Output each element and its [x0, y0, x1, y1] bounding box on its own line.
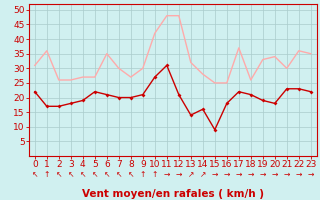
Text: ↖: ↖ [32, 170, 38, 179]
Text: ↑: ↑ [140, 170, 146, 179]
Text: ↖: ↖ [128, 170, 134, 179]
Text: ↑: ↑ [152, 170, 158, 179]
Text: →: → [296, 170, 302, 179]
Text: →: → [212, 170, 218, 179]
X-axis label: Vent moyen/en rafales ( km/h ): Vent moyen/en rafales ( km/h ) [82, 189, 264, 199]
Text: ↖: ↖ [68, 170, 74, 179]
Text: →: → [164, 170, 170, 179]
Text: ↖: ↖ [92, 170, 98, 179]
Text: →: → [248, 170, 254, 179]
Text: →: → [284, 170, 290, 179]
Text: →: → [308, 170, 314, 179]
Text: →: → [236, 170, 242, 179]
Text: →: → [176, 170, 182, 179]
Text: ↖: ↖ [56, 170, 62, 179]
Text: ↖: ↖ [80, 170, 86, 179]
Text: ↖: ↖ [104, 170, 110, 179]
Text: ↑: ↑ [44, 170, 50, 179]
Text: →: → [272, 170, 278, 179]
Text: →: → [224, 170, 230, 179]
Text: →: → [260, 170, 266, 179]
Text: ↗: ↗ [200, 170, 206, 179]
Text: ↖: ↖ [116, 170, 122, 179]
Text: ↗: ↗ [188, 170, 194, 179]
